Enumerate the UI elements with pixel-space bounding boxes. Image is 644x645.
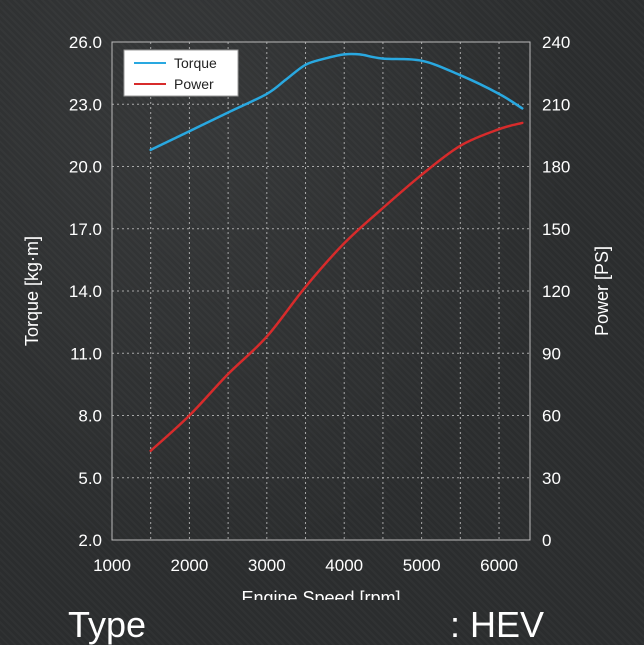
y2-tick-label: 90 [542,344,561,363]
y2-tick-label: 240 [542,33,570,52]
x-tick-label: 3000 [248,556,286,575]
x-tick-label: 6000 [480,556,518,575]
y-tick-label: 23.0 [69,95,102,114]
x-tick-label: 2000 [170,556,208,575]
y2-tick-label: 150 [542,220,570,239]
legend-label-torque: Torque [174,55,217,71]
footer: Type : HEV [0,604,644,645]
y-tick-label: 11.0 [70,344,102,363]
y2-tick-label: 60 [542,407,561,426]
grid-layer [112,42,530,540]
y2-tick-label: 180 [542,158,570,177]
y2-tick-label: 120 [542,282,570,301]
x-tick-label: 4000 [325,556,363,575]
x-tick-label: 5000 [403,556,441,575]
footer-type-label: Type [68,604,147,645]
series-line-torque [149,52,524,152]
series-layer [149,52,524,453]
legend-box [123,49,239,97]
ticks-layer: 2.0 5.0 8.0 11.0 14.0 17.0 20.0 23.0 26.0 0 30 60 90… [69,33,570,575]
plot-frame [111,41,531,541]
y2-tick-label: 210 [542,95,570,114]
y-tick-label: 5.0 [78,469,102,488]
series-line-power [149,121,524,453]
y2-tick-label: 0 [542,531,551,550]
legend: Torque Power [123,49,239,97]
x-axis-title: Engine Speed [rpm] [241,588,400,600]
footer-type-value: : HEV [450,604,545,645]
y-axis-title: Torque [kg·m] [22,236,42,346]
y2-tick-label: 30 [542,469,561,488]
y-tick-label: 14.0 [69,282,102,301]
legend-label-power: Power [174,76,214,92]
x-tick-label: 1000 [93,556,131,575]
y-tick-label: 17.0 [69,220,102,239]
y2-axis-title: Power [PS] [592,246,612,336]
torque-power-chart: 2.0 5.0 8.0 11.0 14.0 17.0 20.0 23.0 26.0 0 30 60 90… [22,33,612,600]
y-tick-label: 26.0 [69,33,102,52]
y-tick-label: 8.0 [78,407,102,426]
y-tick-label: 2.0 [78,531,102,550]
y-tick-label: 20.0 [69,158,102,177]
